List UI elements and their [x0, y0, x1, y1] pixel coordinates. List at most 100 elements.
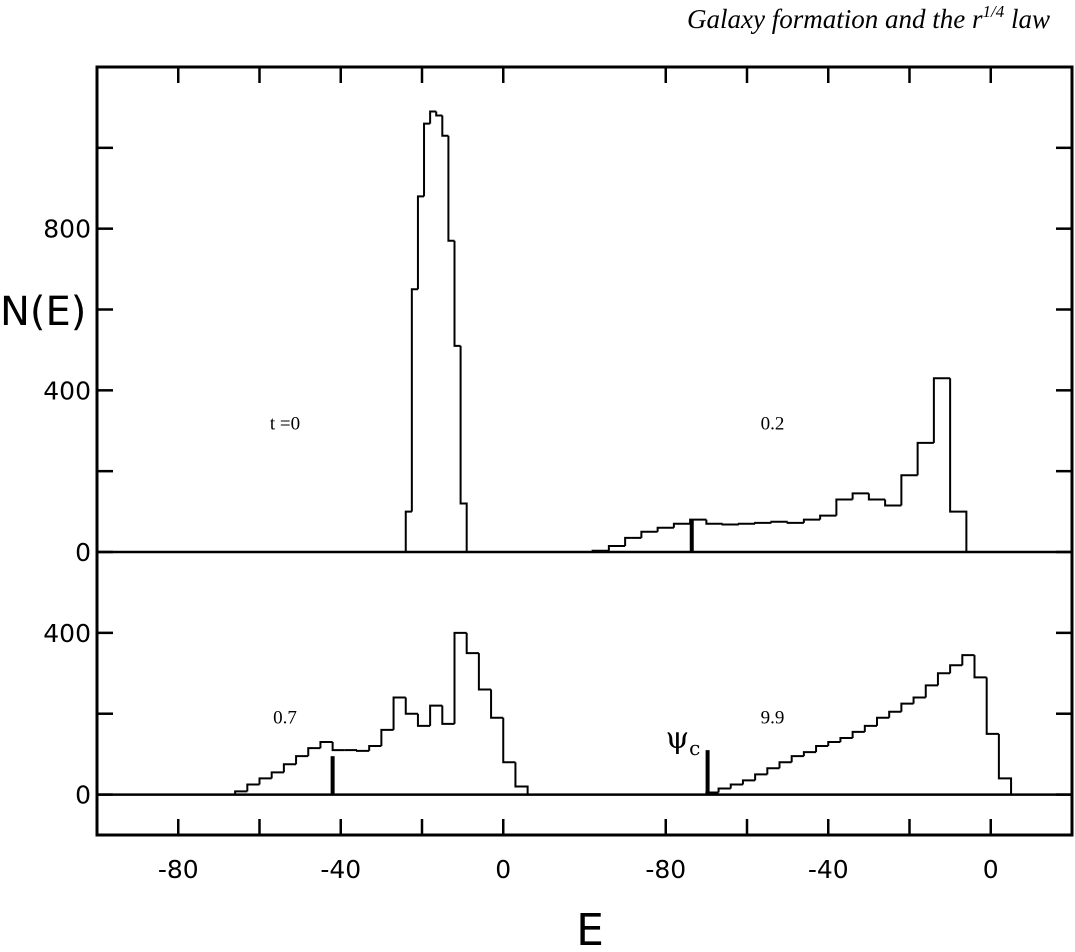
histogram-bin	[997, 733, 1013, 795]
y-tick-label: 400	[43, 376, 91, 405]
frame	[95, 65, 1074, 837]
histogram-bin	[851, 730, 865, 738]
histogram-bin	[307, 747, 321, 757]
histogram-bin	[295, 755, 309, 765]
histogram-bin	[949, 664, 963, 674]
y-tick-label: 400	[43, 619, 91, 648]
histogram-bin	[900, 474, 918, 506]
histogram-bin	[404, 697, 418, 715]
histogram-bin	[447, 135, 455, 242]
x-tick-label: 0	[495, 855, 511, 884]
histogram-bin	[961, 654, 975, 666]
panel-label: 9.9	[761, 707, 785, 728]
histogram-bin	[717, 787, 731, 793]
histogram-bin	[477, 653, 492, 691]
panel-label: t =0	[270, 414, 300, 435]
histogram-bin	[867, 493, 886, 501]
histogram-bin	[441, 115, 449, 137]
y-tick-label: 0	[75, 781, 91, 810]
x-tick-label: -40	[808, 855, 849, 884]
histogram-bin	[416, 195, 425, 290]
histogram-bin	[737, 522, 756, 525]
y-tick-label: 800	[43, 215, 91, 244]
histogram-bin	[270, 771, 284, 779]
panel-label: 0.2	[761, 414, 785, 435]
histogram-bin	[459, 345, 468, 552]
histogram-bin	[441, 705, 455, 725]
histogram-bin	[766, 767, 780, 775]
histogram-bin	[258, 777, 272, 785]
histogram-bin	[802, 518, 821, 523]
histogram-bin	[912, 696, 926, 704]
histogram-bin	[246, 783, 260, 792]
histogram-bin	[453, 240, 461, 347]
histogram-bin	[884, 499, 902, 507]
histogram-bin	[465, 632, 479, 655]
histogram-bin	[851, 492, 869, 500]
histogram-bin	[839, 736, 853, 743]
marker-symbol: ψ	[666, 721, 690, 756]
histogram-bin	[368, 745, 382, 751]
y-tick-label: 0	[75, 538, 91, 567]
title-superscript: 1/4	[983, 2, 1005, 21]
x-tick-label: -80	[158, 855, 199, 884]
histogram-bin	[640, 530, 658, 538]
histogram-bin	[754, 773, 768, 781]
histogram-bin	[815, 745, 829, 753]
histogram-bin	[591, 549, 609, 552]
histogram-bin	[916, 441, 934, 476]
histogram-bin	[786, 521, 804, 524]
histogram-bin	[721, 523, 739, 526]
histogram-bin	[429, 704, 443, 726]
histogram-bin	[924, 684, 938, 698]
title-text: Galaxy formation and the r	[687, 4, 983, 34]
histogram-bin	[754, 521, 772, 524]
histogram-bin	[410, 288, 418, 512]
histogram-bin	[453, 631, 467, 724]
marker-subscript: c	[689, 736, 700, 760]
histogram-bin	[819, 514, 837, 520]
histogram-bin	[404, 510, 412, 552]
x-axis-label: E	[576, 905, 604, 952]
panel-label: 0.7	[273, 707, 297, 728]
histogram-bin	[429, 110, 437, 124]
histogram-bin	[282, 763, 297, 773]
marker-label: ψc	[666, 721, 701, 760]
histogram-bin	[392, 696, 406, 730]
histogram-bin	[319, 741, 333, 749]
histogram-bin	[741, 779, 756, 785]
histogram-bin	[234, 790, 248, 795]
histogram-bin	[380, 728, 394, 747]
histogram-bin	[802, 751, 817, 757]
histogram-bin	[973, 655, 987, 679]
histogram-bin	[876, 716, 890, 726]
histogram-bin	[607, 544, 626, 551]
histogram-bin	[423, 122, 431, 197]
running-title: Galaxy formation and the r1/4 law	[687, 2, 1050, 34]
histogram-bin	[770, 520, 788, 523]
histogram-bin	[514, 762, 529, 795]
histogram-bin	[672, 522, 691, 528]
histogram-bin	[490, 689, 504, 719]
histogram-bin	[729, 783, 743, 789]
histogram-bin	[331, 742, 345, 752]
x-tick-label: -80	[645, 855, 686, 884]
histogram-bin	[900, 702, 914, 712]
histogram-bin	[863, 724, 877, 732]
title-end: law	[1004, 4, 1050, 34]
histogram-bin	[435, 111, 443, 117]
histogram-bin	[985, 677, 999, 735]
histogram-bin	[932, 377, 951, 443]
histogram-bin	[416, 713, 431, 727]
histogram-bin	[778, 761, 792, 769]
histogram-bin	[705, 519, 723, 525]
histogram-bin	[888, 710, 902, 718]
histogram-bin	[356, 749, 370, 752]
histogram-bin	[790, 755, 804, 763]
x-tick-label: -40	[320, 855, 361, 884]
x-tick-label: 0	[983, 855, 999, 884]
histogram-bin	[835, 498, 853, 516]
histogram-bin	[624, 536, 642, 546]
